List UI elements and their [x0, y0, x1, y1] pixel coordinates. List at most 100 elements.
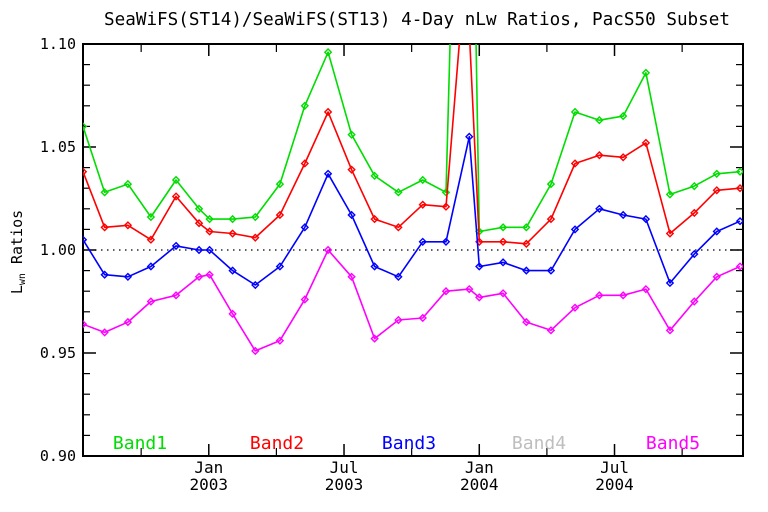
data-point-marker	[546, 179, 556, 189]
data-point-marker	[323, 169, 333, 178]
data-point-marker	[370, 262, 379, 271]
data-point-marker	[171, 175, 181, 185]
data-point-marker	[712, 227, 721, 236]
data-point-marker	[171, 192, 181, 201]
legend-label-band2: Band2	[250, 433, 304, 454]
data-point-marker	[618, 111, 628, 121]
y-tick-label: 0.90	[40, 447, 76, 465]
data-point-marker	[100, 223, 109, 232]
data-point-marker	[441, 202, 451, 211]
data-point-marker	[251, 346, 260, 356]
data-point-marker	[146, 235, 156, 244]
data-point-marker	[228, 214, 237, 224]
data-point-marker	[83, 167, 88, 176]
data-point-marker	[475, 293, 484, 302]
data-point-marker	[618, 291, 628, 300]
x-tick-label: Jul	[330, 458, 359, 477]
data-point-marker	[546, 214, 556, 224]
x-tick-label: 2004	[460, 475, 499, 494]
data-point-marker	[498, 258, 508, 267]
x-tick-label: 2003	[190, 475, 229, 494]
data-point-marker	[194, 219, 204, 228]
data-series	[83, 44, 743, 356]
y-tick-label: 1.00	[40, 241, 76, 259]
data-point-marker	[83, 235, 88, 244]
y-tick-label: 1.05	[40, 138, 76, 156]
data-point-marker	[570, 303, 580, 312]
data-point-marker	[370, 334, 379, 343]
data-point-marker	[228, 266, 237, 275]
data-point-marker	[171, 291, 181, 300]
chart-title: SeaWiFS(ST14)/SeaWiFS(ST13) 4-Day nLw Ra…	[104, 9, 730, 30]
data-point-marker	[546, 266, 556, 275]
data-point-marker	[690, 181, 699, 191]
data-point-marker	[100, 328, 109, 337]
data-point-marker	[712, 186, 721, 195]
data-point-marker	[300, 223, 309, 232]
data-point-marker	[498, 223, 508, 232]
data-point-marker	[641, 68, 651, 78]
data-point-marker	[394, 188, 403, 197]
data-point-marker	[595, 151, 604, 160]
data-point-marker	[251, 280, 260, 290]
data-point-marker	[735, 262, 743, 271]
data-point-marker	[418, 200, 427, 209]
data-point-marker	[570, 107, 580, 117]
data-point-marker	[712, 169, 721, 178]
data-point-marker	[522, 266, 531, 275]
data-point-marker	[228, 309, 237, 319]
data-point-marker	[123, 272, 133, 281]
data-point-marker	[641, 284, 651, 294]
data-point-marker	[275, 210, 285, 220]
data-point-marker	[83, 122, 88, 131]
data-point-marker	[205, 270, 214, 279]
data-point-marker	[323, 48, 333, 57]
data-point-marker	[300, 295, 309, 304]
data-point-marker	[641, 138, 651, 148]
series-line-band2	[83, 44, 741, 245]
data-point-marker	[570, 225, 580, 234]
legend-label-band3: Band3	[382, 433, 436, 454]
data-point-marker	[347, 130, 356, 139]
data-point-marker	[595, 291, 604, 300]
series-band5	[83, 245, 743, 356]
data-point-marker	[194, 204, 204, 213]
data-point-marker	[100, 270, 109, 279]
data-point-marker	[370, 214, 379, 224]
y-axis-title: Lwn Ratios	[8, 210, 28, 294]
legend-label-band1: Band1	[113, 433, 167, 454]
data-point-marker	[475, 262, 484, 271]
data-point-marker	[712, 272, 721, 281]
data-point-marker	[205, 214, 214, 224]
data-point-marker	[146, 212, 156, 222]
data-point-marker	[300, 101, 309, 110]
data-point-marker	[522, 239, 531, 249]
data-point-marker	[498, 289, 508, 298]
data-point-marker	[146, 262, 156, 271]
data-point-marker	[418, 313, 427, 323]
series-line-band3	[83, 135, 741, 286]
axes: 0.900.951.001.051.10Jan2003Jul2003Jan200…	[8, 35, 744, 494]
x-tick-label: Jan	[465, 458, 494, 477]
x-tick-label: 2003	[325, 475, 364, 494]
data-point-marker	[251, 212, 260, 222]
data-point-marker	[735, 184, 743, 193]
data-point-marker	[690, 208, 699, 218]
data-point-marker	[522, 223, 531, 232]
data-point-marker	[522, 317, 531, 327]
data-point-marker	[665, 229, 675, 238]
data-point-marker	[275, 262, 285, 271]
data-point-marker	[194, 272, 204, 281]
legend-label-band5: Band5	[646, 433, 700, 454]
series-band2	[83, 44, 743, 249]
data-point-marker	[394, 223, 403, 232]
data-point-marker	[618, 153, 628, 162]
x-tick-label: Jul	[600, 458, 629, 477]
data-point-marker	[205, 227, 214, 236]
data-point-marker	[394, 272, 403, 281]
data-point-marker	[735, 167, 743, 176]
data-point-marker	[690, 297, 699, 306]
x-tick-label: Jan	[194, 458, 223, 477]
data-point-marker	[194, 245, 204, 255]
